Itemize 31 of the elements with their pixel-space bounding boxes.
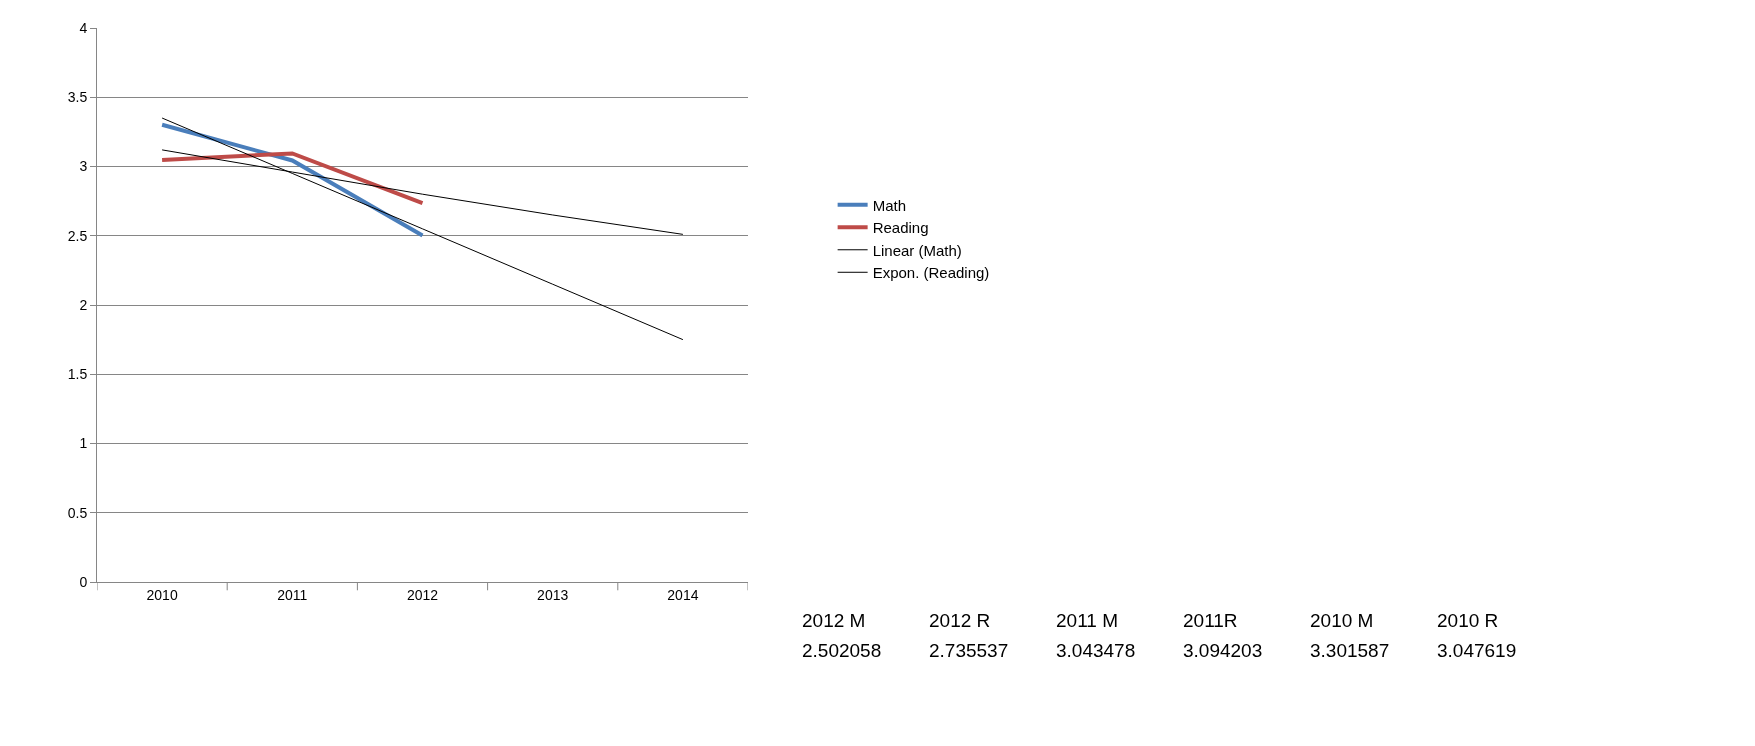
- text: 2011 M: [1056, 610, 1118, 631]
- text: 3.047619: [1437, 640, 1517, 661]
- x-tick-label: 2014: [667, 586, 699, 603]
- y-tick-label: 0: [79, 573, 88, 590]
- y-tick-label: 4: [79, 19, 88, 36]
- text: 3.301587: [1310, 640, 1390, 661]
- text: 2010 R: [1437, 610, 1499, 631]
- y-tick-label: 0.5: [67, 504, 88, 521]
- legend-label: Math: [872, 196, 906, 214]
- legend-label: Reading: [872, 219, 929, 237]
- text: 2011R: [1183, 610, 1238, 631]
- text: 2012 R: [929, 610, 991, 631]
- text: 2012 M: [802, 610, 866, 631]
- y-tick-label: 1: [79, 435, 88, 452]
- line-series: [161, 117, 684, 341]
- x-tick-label: 2011: [277, 586, 308, 603]
- y-tick-label: 3.5: [67, 89, 88, 106]
- legend-label: Linear (Math): [872, 241, 962, 259]
- y-tick-label: 3: [79, 158, 88, 175]
- x-tick-label: 2010: [146, 586, 178, 603]
- y-tick-label: 1.5: [67, 366, 88, 383]
- x-tick-label: 2013: [537, 586, 569, 603]
- y-tick-label: 2: [79, 296, 88, 313]
- text: 2.502058: [802, 640, 882, 661]
- text: 3.043478: [1056, 640, 1136, 661]
- text: 2.735537: [929, 640, 1009, 661]
- x-tick-label: 2012: [406, 586, 439, 603]
- legend-label: Expon. (Reading): [872, 264, 990, 282]
- text: 2010 M: [1310, 610, 1374, 631]
- text: 3.094203: [1183, 640, 1263, 661]
- y-tick-label: 2.5: [67, 227, 88, 244]
